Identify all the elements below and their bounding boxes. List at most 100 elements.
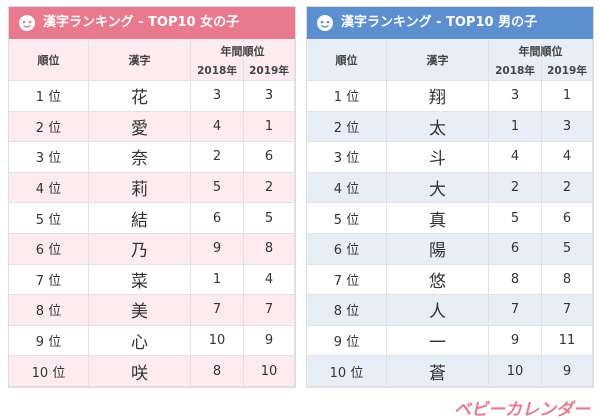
title-bar: 漢字ランキング - TOP10 男の子: [307, 7, 593, 39]
logo: ベビーカレンダー: [454, 400, 590, 420]
rank-2018: 4: [489, 142, 542, 173]
rank: 4 位: [307, 172, 387, 204]
rank-2018: 1: [489, 111, 542, 143]
rank-2019: 1: [542, 81, 593, 112]
kanji: 真: [387, 203, 489, 234]
kanji: 翔: [387, 81, 489, 112]
rank: 2 位: [307, 111, 387, 143]
girls-table: 漢字ランキング - TOP10 女の子 順位 漢字 年間順位 2018年 2019年 1 …: [8, 6, 296, 388]
rank-2019: 11: [542, 325, 593, 357]
rank: 10 位: [9, 356, 89, 387]
rank-2018: 6: [191, 203, 244, 234]
kanji: 太: [387, 111, 489, 143]
rank-2018: 10: [489, 356, 542, 387]
rank: 4 位: [9, 172, 89, 204]
rank: 8 位: [9, 295, 89, 326]
rank-2019: 10: [244, 356, 295, 387]
rank-2019: 1: [244, 111, 295, 143]
column-header: 2018年: [191, 60, 244, 81]
rank-2019: 4: [244, 264, 295, 296]
column-header: 2019年: [244, 60, 295, 81]
rank-2018: 2: [191, 142, 244, 173]
rank-2018: 3: [489, 81, 542, 112]
kanji: 奈: [89, 142, 191, 173]
rank-2019: 7: [244, 295, 295, 326]
column-header: 順位: [307, 39, 387, 81]
rank-2019: 7: [542, 295, 593, 326]
rank: 10 位: [307, 356, 387, 387]
kanji: 悠: [387, 264, 489, 296]
rank: 9 位: [9, 325, 89, 357]
icon: [317, 15, 333, 31]
rank: 6 位: [9, 234, 89, 265]
group-label: 年間順位: [518, 45, 563, 58]
kanji: 菜: [89, 264, 191, 296]
kanji: 大: [387, 172, 489, 204]
rank-2019: 2: [542, 172, 593, 204]
rank-2018: 4: [191, 111, 244, 143]
kanji: 心: [89, 325, 191, 357]
rank-2019: 8: [542, 264, 593, 296]
rank-2018: 5: [191, 172, 244, 204]
rank-2019: 3: [244, 81, 295, 112]
kanji: 蒼: [387, 356, 489, 387]
rank: 1 位: [307, 81, 387, 112]
column-header: 2019年: [542, 60, 593, 81]
rank: 7 位: [307, 264, 387, 296]
rank-2018: 1: [191, 264, 244, 296]
rank-2019: 4: [542, 142, 593, 173]
rank: 3 位: [307, 142, 387, 173]
column-header: 漢字: [89, 39, 191, 81]
table-title: 漢字ランキング - TOP10 女の子: [43, 15, 240, 30]
rank: 9 位: [307, 325, 387, 357]
kanji: 結: [89, 203, 191, 234]
boys-table: 漢字ランキング - TOP10 男の子 順位 漢字 年間順位 2018年 2019年 1 …: [306, 6, 594, 388]
kanji: 斗: [387, 142, 489, 173]
rank: 5 位: [307, 203, 387, 234]
rank-2019: 9: [542, 356, 593, 387]
rank: 3 位: [9, 142, 89, 173]
kanji: 人: [387, 295, 489, 326]
rank-2018: 10: [191, 325, 244, 357]
rank: 6 位: [307, 234, 387, 265]
rank-2018: 7: [191, 295, 244, 326]
rank: 7 位: [9, 264, 89, 296]
kanji: 花: [89, 81, 191, 112]
kanji: 乃: [89, 234, 191, 265]
rank-2018: 3: [191, 81, 244, 112]
rank: 5 位: [9, 203, 89, 234]
rank-2019: 9: [244, 325, 295, 357]
rank-2018: 9: [489, 325, 542, 357]
rank-2018: 7: [489, 295, 542, 326]
column-header: 2018年: [489, 60, 542, 81]
title-bar: 漢字ランキング - TOP10 女の子: [9, 7, 295, 39]
rank-2019: 6: [244, 142, 295, 173]
rank-2018: 2: [489, 172, 542, 204]
group-label: 年間順位: [220, 45, 265, 58]
rank: 8 位: [307, 295, 387, 326]
table-title: 漢字ランキング - TOP10 男の子: [341, 15, 538, 30]
kanji: 咲: [89, 356, 191, 387]
rank: 2 位: [9, 111, 89, 143]
rank-2019: 2: [244, 172, 295, 204]
kanji: 美: [89, 295, 191, 326]
column-header: 漢字: [387, 39, 489, 81]
kanji: 莉: [89, 172, 191, 204]
rank-2019: 8: [244, 234, 295, 265]
rank-2018: 8: [489, 264, 542, 296]
rank-2019: 3: [542, 111, 593, 143]
rank-2019: 6: [542, 203, 593, 234]
rank-2018: 5: [489, 203, 542, 234]
kanji: 一: [387, 325, 489, 357]
rank-2018: 9: [191, 234, 244, 265]
icon: [19, 15, 35, 31]
rank-2019: 5: [542, 234, 593, 265]
rank-2018: 6: [489, 234, 542, 265]
kanji: 愛: [89, 111, 191, 143]
kanji: 陽: [387, 234, 489, 265]
rank-2019: 5: [244, 203, 295, 234]
column-header: 順位: [9, 39, 89, 81]
rank: 1 位: [9, 81, 89, 112]
rank-2018: 8: [191, 356, 244, 387]
